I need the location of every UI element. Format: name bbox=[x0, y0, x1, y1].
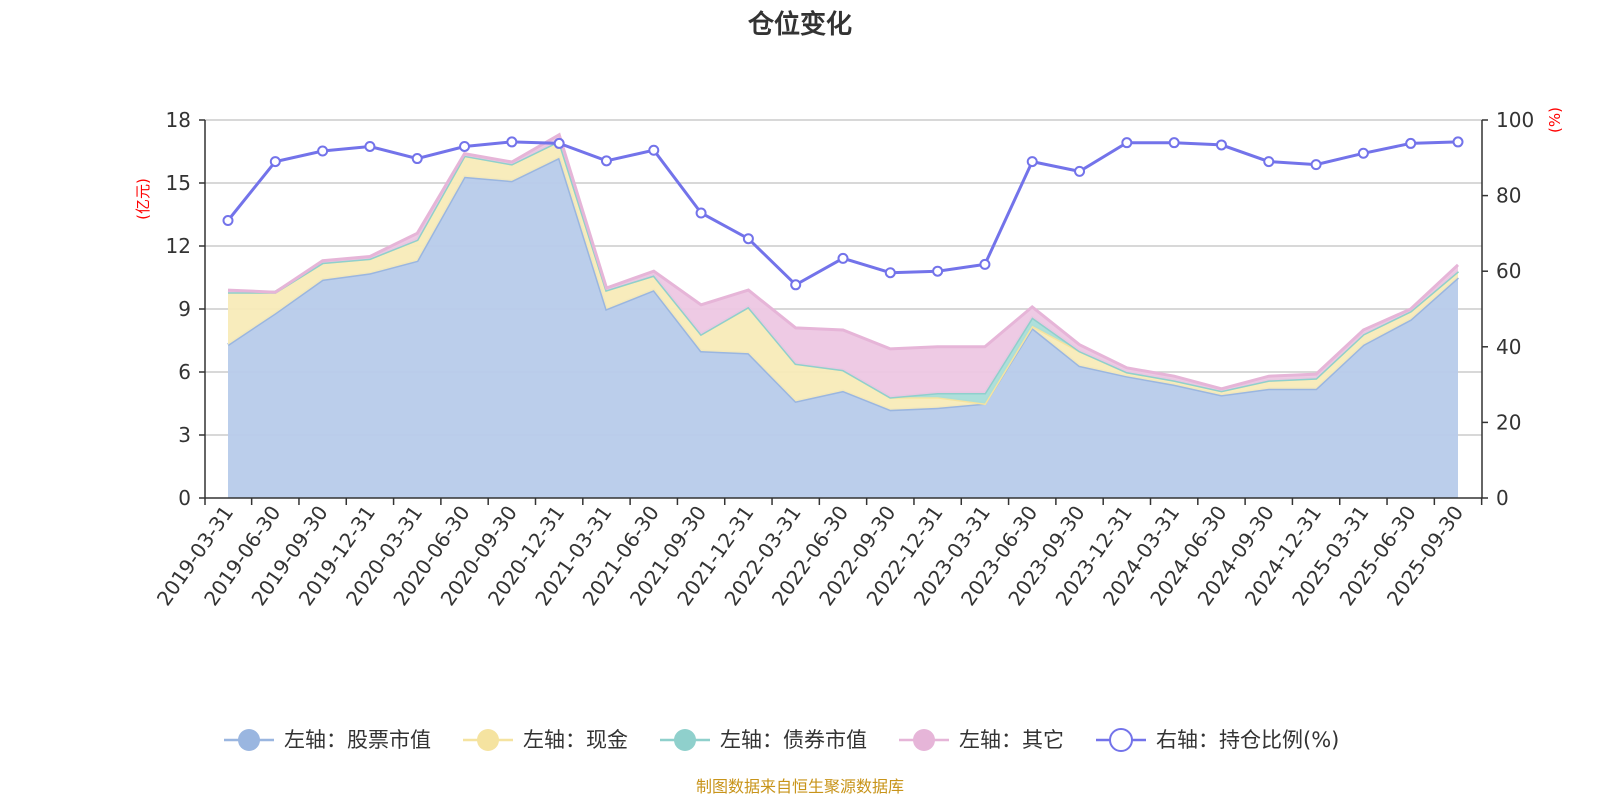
holding-ratio-point bbox=[269, 156, 281, 168]
right-tick-label: 20 bbox=[1496, 410, 1521, 434]
holding-ratio-point bbox=[1357, 147, 1369, 159]
left-tick-label: 18 bbox=[166, 108, 191, 132]
holding-ratio-point bbox=[1074, 165, 1086, 177]
legend-swatch-marker bbox=[674, 729, 696, 751]
right-tick-label: 0 bbox=[1496, 486, 1509, 510]
legend-item: 左轴：现金 bbox=[463, 728, 628, 752]
legend-label: 左轴：其它 bbox=[959, 728, 1064, 752]
holding-ratio-point bbox=[1026, 156, 1038, 168]
holding-ratio-point bbox=[553, 137, 565, 149]
holding-ratio-point bbox=[979, 258, 991, 270]
holding-ratio-point bbox=[695, 207, 707, 219]
holding-ratio-point bbox=[317, 145, 329, 157]
chart-title: 仓位变化 bbox=[747, 9, 852, 40]
legend-item: 左轴：其它 bbox=[899, 728, 1064, 752]
holding-ratio-point bbox=[742, 233, 754, 245]
holding-ratio-point bbox=[884, 267, 896, 279]
legend: 左轴：股票市值 左轴：现金 左轴：债券市值 左轴：其它 右轴：持仓比例(%) bbox=[224, 728, 1339, 752]
right-tick-label: 60 bbox=[1496, 259, 1521, 283]
holding-ratio-point bbox=[648, 144, 660, 156]
area-line-左轴：其它 bbox=[227, 132, 1460, 391]
source-note: 制图数据来自恒生聚源数据库 bbox=[696, 777, 904, 796]
holding-ratio-point bbox=[364, 140, 376, 152]
legend-label: 左轴：债券市值 bbox=[720, 728, 867, 752]
left-tick-label: 15 bbox=[166, 171, 191, 195]
holding-ratio-point bbox=[1121, 137, 1133, 149]
left-tick-label: 0 bbox=[178, 486, 191, 510]
legend-item: 右轴：持仓比例(%) bbox=[1096, 728, 1339, 752]
legend-label: 左轴：现金 bbox=[523, 728, 628, 752]
holding-ratio-point bbox=[1168, 137, 1180, 149]
holding-ratio-point bbox=[506, 136, 518, 148]
left-tick-label: 12 bbox=[166, 234, 191, 258]
right-axis-unit: (%) bbox=[1546, 107, 1564, 133]
area-series bbox=[227, 132, 1460, 499]
legend-item: 左轴：债券市值 bbox=[660, 728, 867, 752]
right-tick-label: 100 bbox=[1496, 108, 1534, 132]
legend-label: 右轴：持仓比例(%) bbox=[1156, 728, 1339, 752]
holding-ratio-point bbox=[222, 215, 234, 227]
holding-ratio-point bbox=[411, 153, 423, 165]
left-tick-label: 3 bbox=[178, 423, 191, 447]
holding-ratio-point bbox=[600, 155, 612, 167]
legend-swatch-marker bbox=[913, 729, 935, 751]
holding-ratio-point bbox=[790, 279, 802, 291]
holding-ratio-point bbox=[1405, 137, 1417, 149]
area-左轴：其它 bbox=[228, 134, 1458, 398]
right-tick-label: 80 bbox=[1496, 184, 1521, 208]
holding-ratio-point bbox=[837, 252, 849, 264]
legend-item: 左轴：股票市值 bbox=[224, 728, 431, 752]
left-tick-label: 6 bbox=[178, 360, 191, 384]
left-axis-unit: (亿元) bbox=[134, 178, 152, 220]
right-tick-label: 40 bbox=[1496, 335, 1521, 359]
legend-swatch-marker bbox=[477, 729, 499, 751]
holding-ratio-point bbox=[1452, 136, 1464, 148]
holding-ratio-point bbox=[932, 265, 944, 277]
holding-ratio-point bbox=[1310, 159, 1322, 171]
legend-label: 左轴：股票市值 bbox=[284, 728, 431, 752]
area-左轴：股票市值 bbox=[228, 157, 1458, 499]
legend-swatch-marker bbox=[238, 729, 260, 751]
holding-ratio-point bbox=[1215, 139, 1227, 151]
holding-ratio-point bbox=[459, 140, 471, 152]
left-tick-label: 9 bbox=[178, 297, 191, 321]
legend-swatch-marker bbox=[1109, 728, 1133, 752]
holding-ratio-point bbox=[1263, 156, 1275, 168]
line-series bbox=[222, 136, 1464, 291]
